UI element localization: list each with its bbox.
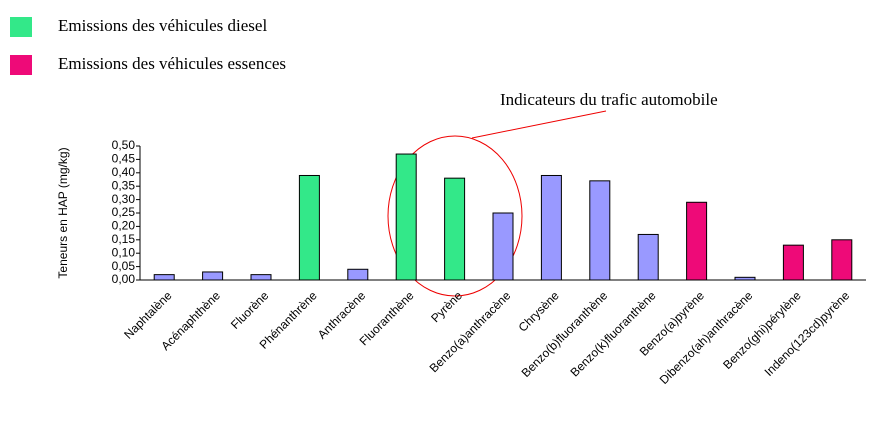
x-tick-label: Pyrène — [428, 288, 465, 325]
x-tick-label: Indeno(123cd)pyrène — [762, 288, 853, 379]
y-tick-label: 0,15 — [112, 232, 136, 246]
y-axis-label: Teneurs en HAP (mg/kg) — [56, 147, 70, 278]
legend-swatch — [10, 17, 32, 37]
bar — [153, 274, 175, 281]
bar — [637, 233, 659, 281]
bar — [686, 201, 708, 281]
legend-label: Emissions des véhicules diesel — [58, 16, 267, 35]
bar — [589, 180, 611, 281]
y-tick-label: 0,20 — [112, 219, 136, 233]
x-tick-label: Chrysène — [516, 288, 562, 334]
annotation-ellipse — [387, 135, 523, 297]
x-tick-label: Dibenzo(ah)anthracène — [657, 288, 756, 387]
bar — [250, 274, 272, 281]
y-tick-label: 0,10 — [112, 245, 136, 259]
bar — [298, 174, 320, 281]
bar — [492, 212, 514, 281]
legend-swatch — [10, 55, 32, 75]
y-tick-label: 0,30 — [112, 192, 136, 206]
bar — [202, 271, 224, 281]
x-tick-label: Benzo(a)anthracène — [427, 288, 514, 375]
y-tick-label: 0,25 — [112, 205, 136, 219]
x-tick-label: Benzo(b)fluoranthène — [519, 288, 611, 380]
bar — [831, 239, 853, 281]
x-tick-label: Benzo(k)fluoranthène — [568, 288, 659, 379]
annotation-line — [471, 110, 607, 139]
annotation: Indicateurs du trafic automobile — [500, 90, 718, 109]
legend-label: Emissions des véhicules essences — [58, 54, 286, 73]
bar — [395, 153, 417, 281]
y-tick-label: 0,50 — [112, 138, 136, 152]
bar — [347, 268, 369, 281]
y-tick-label: 0,40 — [112, 165, 136, 179]
y-tick-label: 0,05 — [112, 259, 136, 273]
x-tick-label: Fluorène — [228, 288, 272, 332]
y-tick-label: 0,00 — [112, 272, 136, 286]
y-tick-label: 0,45 — [112, 152, 136, 166]
y-tick-label: 0,35 — [112, 178, 136, 192]
bar — [734, 276, 756, 281]
bar — [540, 174, 562, 281]
bar — [444, 177, 466, 281]
bar — [782, 244, 804, 281]
